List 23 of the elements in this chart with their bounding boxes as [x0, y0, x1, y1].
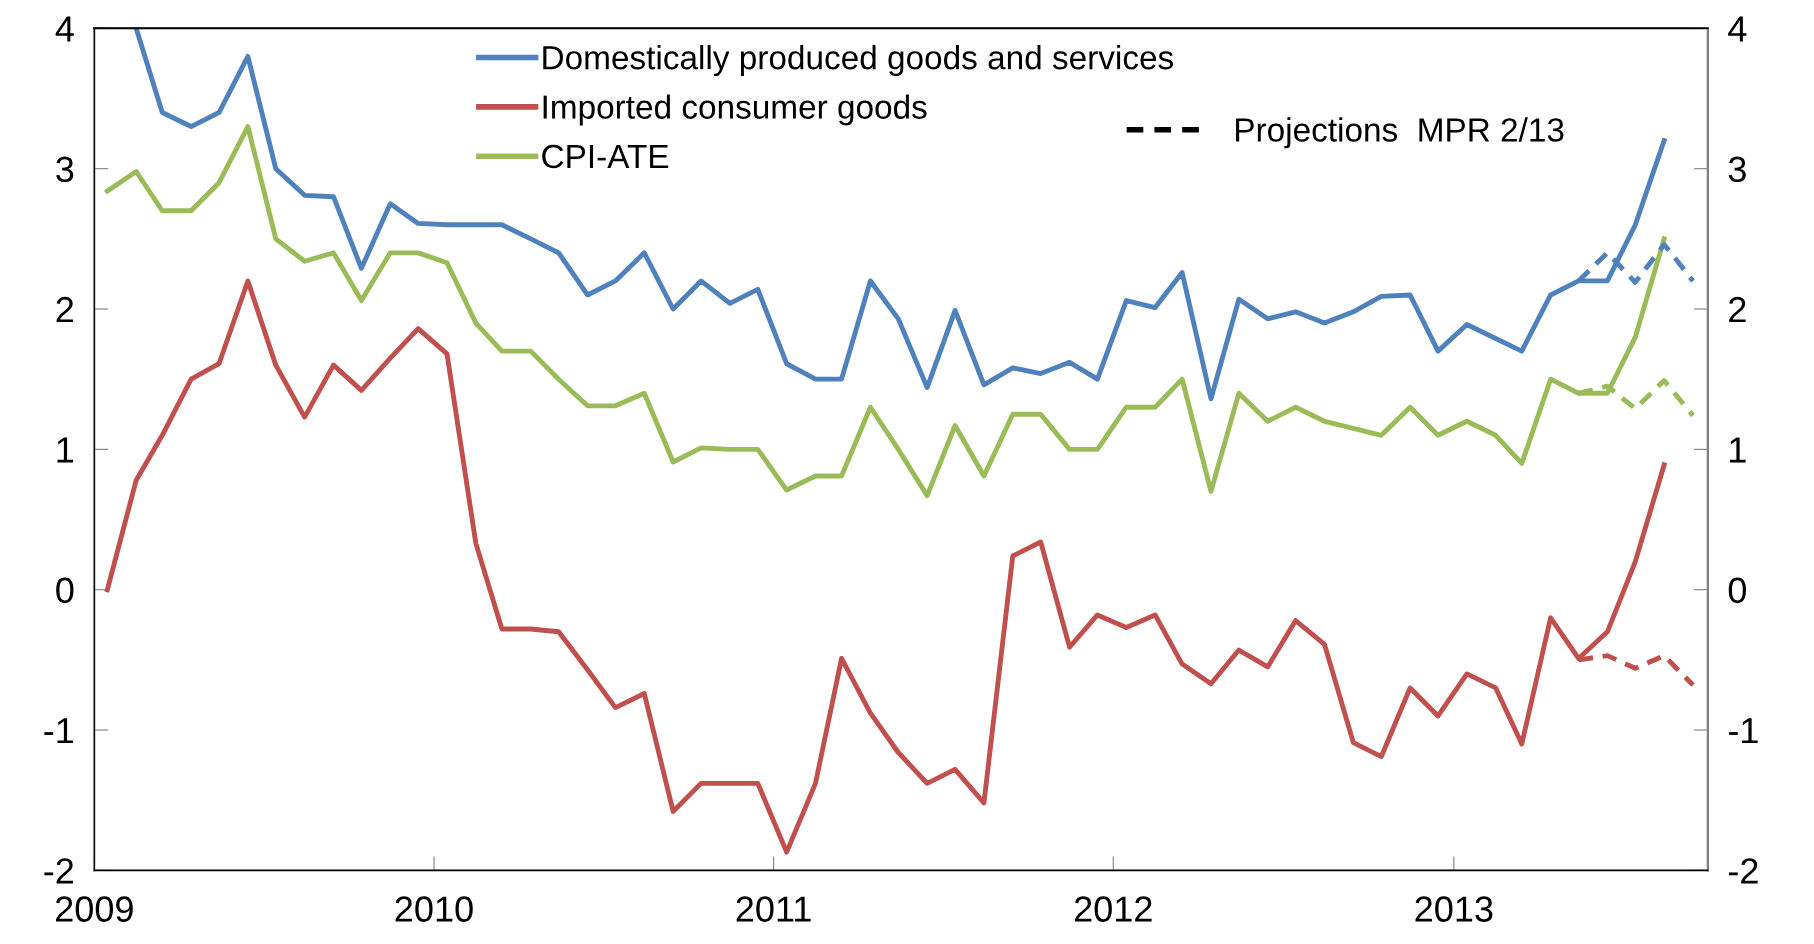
y-tick-label: 0 [56, 577, 74, 604]
y2-tick-label: -1 [1728, 718, 1758, 744]
y2-tick-label: 2 [1729, 296, 1746, 323]
legend-label: Imported consumer goods [543, 94, 927, 126]
x-tick-label: 2011 [736, 896, 811, 922]
y-tick-label: 3 [56, 156, 74, 183]
y-tick-label: 4 [55, 16, 74, 42]
y2-tick-label: 1 [1730, 437, 1746, 463]
legend-label: CPI-ATE [542, 144, 669, 169]
annotation: Projections MPR 2/13 [1236, 117, 1564, 149]
y2-tick-label: 3 [1728, 156, 1746, 183]
x-tick-label: 2012 [1074, 896, 1152, 922]
y-tick-label: 1 [57, 437, 74, 463]
y-tick-label: 2 [56, 296, 74, 323]
y-tick-label: -1 [44, 718, 74, 744]
x-tick-label: 2009 [55, 896, 133, 922]
x-tick-label: 2010 [395, 896, 473, 922]
y-tick-label: -2 [44, 858, 74, 884]
y2-tick-label: 0 [1728, 577, 1746, 604]
legend-label: Domestically produced goods and services [543, 44, 1174, 77]
y2-tick-label: 4 [1728, 16, 1747, 42]
y2-tick-label: -2 [1728, 858, 1758, 884]
x-tick-label: 2013 [1415, 896, 1493, 922]
